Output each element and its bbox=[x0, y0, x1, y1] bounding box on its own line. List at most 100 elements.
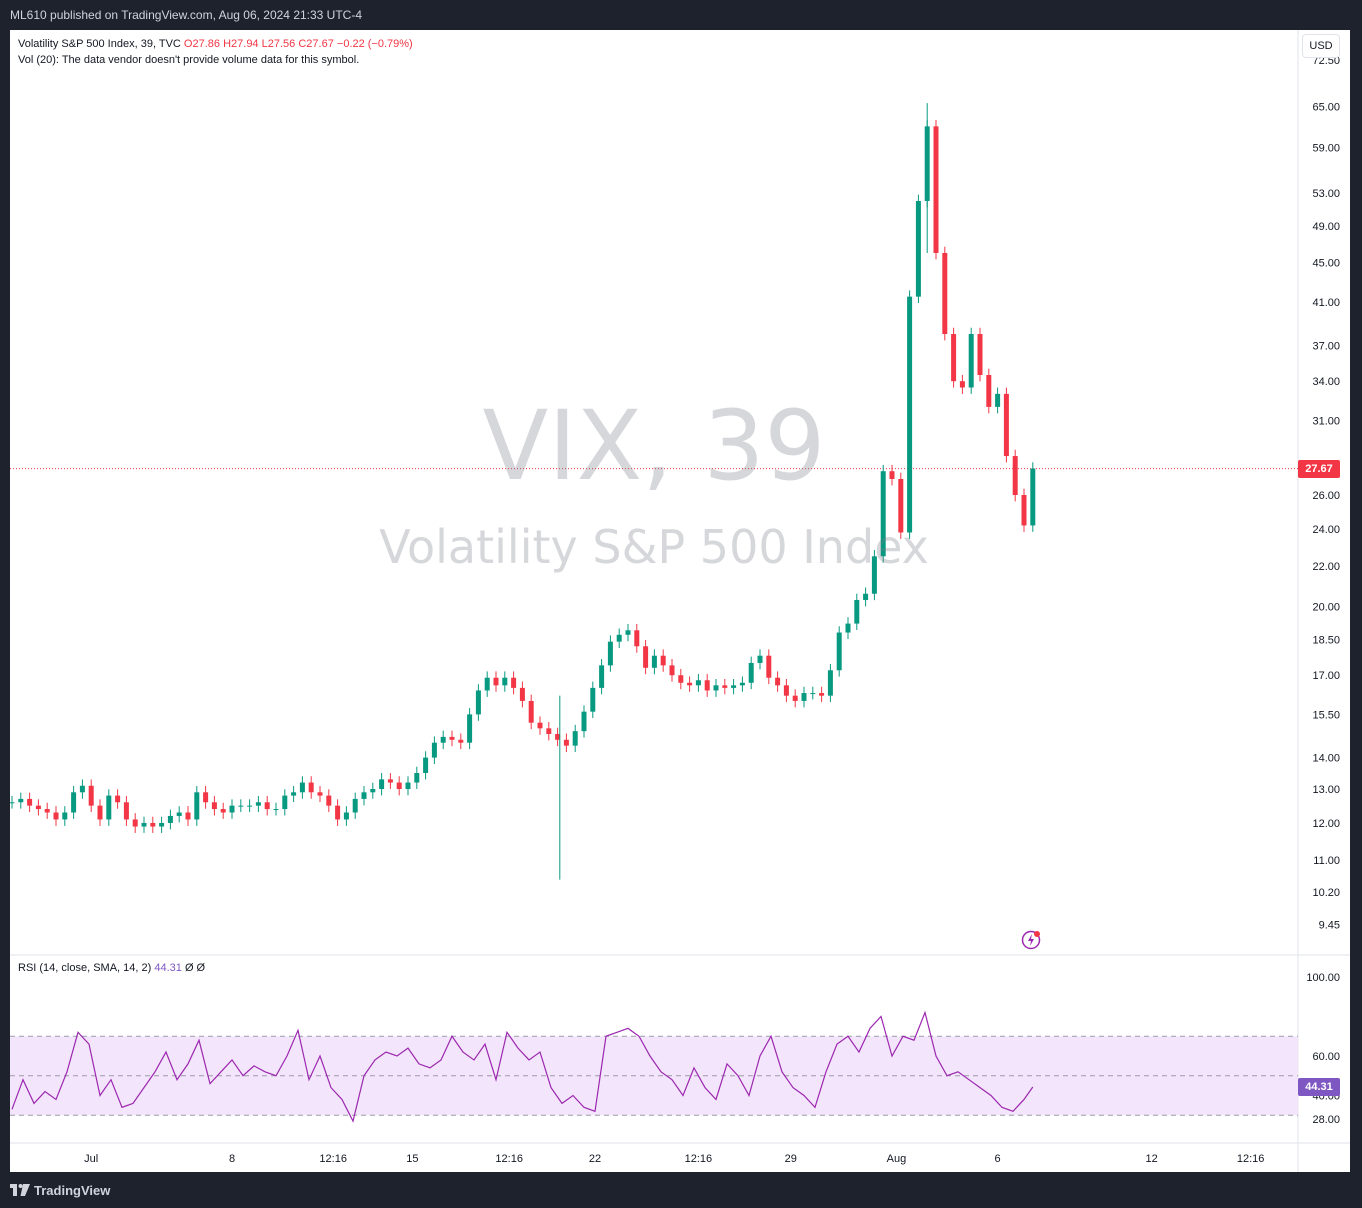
footer: TradingView bbox=[0, 1172, 1362, 1208]
candle-body bbox=[731, 685, 737, 688]
candle-body bbox=[211, 802, 217, 810]
candle-body bbox=[291, 792, 297, 796]
chart-canvas[interactable]: 72.5065.0059.0053.0049.0045.0041.0037.00… bbox=[10, 30, 1350, 1172]
time-axis-label: 22 bbox=[589, 1153, 601, 1165]
candle-body bbox=[115, 795, 121, 803]
candle-body bbox=[27, 798, 33, 806]
candle-body bbox=[141, 822, 147, 827]
candle-body bbox=[511, 677, 517, 688]
candle-body bbox=[396, 782, 402, 790]
candle-body bbox=[79, 785, 85, 793]
price-axis-label: 11.00 bbox=[1313, 855, 1340, 867]
candle-body bbox=[484, 677, 490, 691]
candle-body bbox=[185, 812, 191, 820]
candle-body bbox=[247, 805, 253, 807]
price-axis-label: 45.00 bbox=[1312, 257, 1340, 269]
candle-body bbox=[977, 334, 983, 376]
candle-body bbox=[423, 757, 429, 774]
flash-icon[interactable] bbox=[1021, 930, 1041, 950]
candle-body bbox=[722, 685, 728, 688]
time-axis-label: 29 bbox=[785, 1153, 797, 1165]
candle-body bbox=[1003, 393, 1009, 457]
candle-body bbox=[282, 795, 288, 810]
tradingview-logo-icon bbox=[10, 1184, 30, 1196]
candle-body bbox=[590, 687, 596, 712]
price-axis-label: 65.00 bbox=[1312, 101, 1340, 113]
candle-body bbox=[854, 599, 860, 624]
candle-body bbox=[449, 736, 455, 740]
candle-body bbox=[255, 802, 261, 806]
candle-body bbox=[669, 665, 675, 676]
time-axis-label: 8 bbox=[229, 1153, 235, 1165]
candle-body bbox=[352, 798, 358, 813]
candle-body bbox=[299, 782, 305, 793]
candle-body bbox=[951, 334, 957, 382]
candle-body bbox=[546, 728, 552, 735]
candle-body bbox=[643, 646, 649, 668]
candle-body bbox=[238, 805, 244, 807]
candle-body bbox=[783, 685, 789, 696]
candle-body bbox=[766, 655, 772, 678]
candle-body bbox=[907, 296, 913, 533]
candle-body bbox=[572, 731, 578, 746]
candle-body bbox=[757, 655, 763, 663]
candle-body bbox=[1030, 468, 1036, 526]
candle-body bbox=[810, 693, 816, 695]
candle-body bbox=[431, 742, 437, 758]
candle-body bbox=[687, 682, 693, 686]
candle-body bbox=[132, 819, 138, 827]
price-axis-label: 13.00 bbox=[1312, 784, 1340, 796]
candle-body bbox=[150, 822, 156, 827]
candle-body bbox=[440, 736, 446, 743]
candle-body bbox=[845, 623, 851, 633]
candle-body bbox=[581, 711, 587, 732]
candle-body bbox=[361, 792, 367, 799]
candle-body bbox=[194, 792, 200, 820]
time-axis-label: 12:16 bbox=[685, 1153, 713, 1165]
price-axis-label: 18.50 bbox=[1312, 634, 1340, 646]
candle-body bbox=[801, 693, 807, 701]
candle-body bbox=[528, 700, 534, 723]
legend-symbol[interactable]: Volatility S&P 500 Index, 39, TVC bbox=[18, 38, 181, 50]
price-axis-label: 14.00 bbox=[1312, 753, 1340, 765]
candle-body bbox=[475, 690, 481, 715]
price-axis-label: 24.00 bbox=[1312, 524, 1340, 536]
price-axis-label: 41.00 bbox=[1312, 297, 1340, 309]
candle-body bbox=[308, 782, 314, 793]
candle-body bbox=[713, 685, 719, 691]
currency-button[interactable]: USD bbox=[1302, 34, 1340, 58]
legend-change: −0.22 (−0.79%) bbox=[336, 38, 413, 50]
price-axis-label: 49.00 bbox=[1312, 221, 1340, 233]
price-axis-label: 26.00 bbox=[1312, 490, 1340, 502]
price-axis-label: 53.00 bbox=[1312, 188, 1340, 200]
legend-low: L27.56 bbox=[261, 38, 296, 50]
rsi-label[interactable]: RSI (14, close, SMA, 14, 2) bbox=[18, 962, 152, 974]
candle-body bbox=[863, 593, 869, 600]
candle-body bbox=[959, 381, 965, 388]
candle-body bbox=[616, 634, 622, 642]
price-axis-label: 37.00 bbox=[1312, 340, 1340, 352]
tradingview-logo[interactable]: TradingView bbox=[10, 1183, 110, 1198]
candle-body bbox=[651, 655, 657, 668]
candle-body bbox=[335, 805, 341, 820]
candle-body bbox=[704, 680, 710, 691]
candle-body bbox=[563, 739, 569, 746]
candle-body bbox=[1012, 456, 1018, 495]
candle-body bbox=[986, 375, 992, 407]
candle-body bbox=[599, 665, 605, 688]
legend-close: C27.67 bbox=[298, 38, 334, 50]
candle-body bbox=[819, 693, 825, 696]
price-axis-label: 12.00 bbox=[1312, 818, 1340, 830]
candle-body bbox=[827, 670, 833, 696]
candle-body bbox=[889, 471, 895, 479]
candle-body bbox=[387, 779, 393, 783]
candle-body bbox=[942, 252, 948, 335]
time-axis-label: 12 bbox=[1145, 1153, 1157, 1165]
candle-body bbox=[88, 785, 94, 806]
candle-body bbox=[326, 795, 332, 806]
price-axis-label: 10.20 bbox=[1312, 887, 1340, 899]
rsi-value: 44.31 bbox=[154, 962, 182, 974]
chart-frame[interactable]: 72.50 65.00 59.00 53.00 49.00 45.00 41.00 37.00… bbox=[10, 30, 1350, 1172]
candle-body bbox=[264, 802, 270, 810]
legend-open: O27.86 bbox=[183, 38, 221, 50]
